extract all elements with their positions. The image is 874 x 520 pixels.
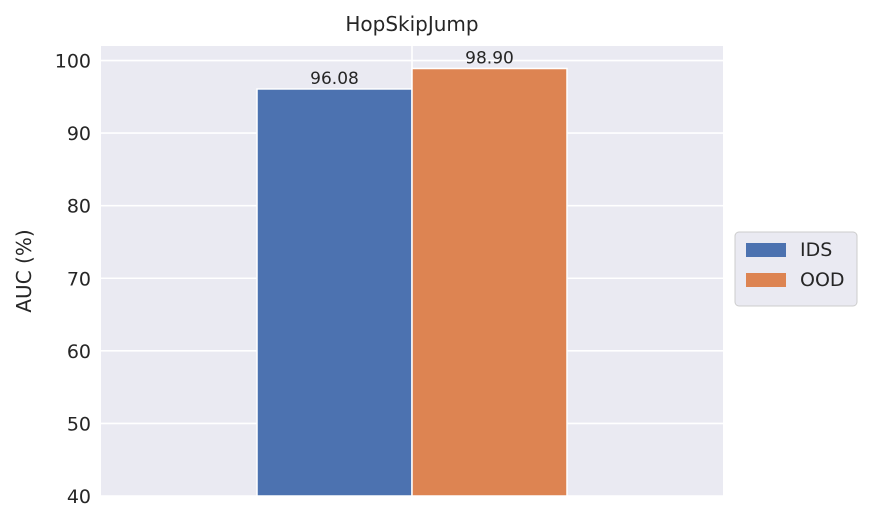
legend-swatch-ood (746, 273, 786, 287)
y-axis-label: AUC (%) (12, 229, 36, 312)
bar-ood (411, 67, 568, 497)
bar-ids (256, 88, 413, 497)
y-tick-label: 40 (67, 486, 91, 508)
y-tick-label: 70 (67, 268, 91, 290)
legend-label-ood: OOD (800, 269, 845, 291)
bars: 96.08 98.90 (256, 49, 568, 497)
chart-title: HopSkipJump (345, 12, 478, 36)
data-label-ids: 96.08 (310, 69, 359, 89)
y-tick-label: 50 (67, 413, 91, 435)
y-tick-label: 90 (67, 123, 91, 145)
y-tick-label: 60 (67, 341, 91, 363)
legend-label-ids: IDS (800, 239, 832, 261)
y-tick-labels: 40 50 60 70 80 90 100 (55, 51, 91, 508)
data-label-ood: 98.90 (465, 49, 514, 69)
y-tick-label: 100 (55, 51, 91, 73)
legend-swatch-ids (746, 243, 786, 257)
legend: IDS OOD (734, 231, 858, 307)
y-tick-label: 80 (67, 196, 91, 218)
